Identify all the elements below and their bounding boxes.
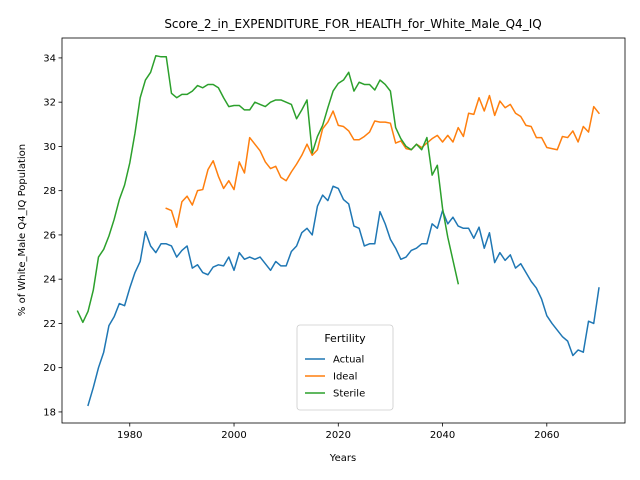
x-tick-label-2000: 2000 — [221, 430, 246, 441]
legend-label-sterile: Sterile — [333, 389, 365, 400]
series-line-ideal — [165, 94, 600, 228]
x-axis-label: Years — [329, 453, 356, 464]
x-tick-label-2020: 2020 — [326, 430, 351, 441]
y-tick-label-34: 34 — [43, 53, 56, 64]
y-tick-label-24: 24 — [43, 275, 56, 286]
plot-frame — [61, 37, 626, 424]
y-tick-label-28: 28 — [43, 186, 56, 197]
x-axis-ticks: 1980 2000 2020 2040 2060 — [117, 423, 560, 441]
legend-label-ideal: Ideal — [333, 372, 357, 383]
y-tick-label-30: 30 — [43, 142, 56, 153]
y-tick-label-20: 20 — [43, 363, 56, 374]
plot-area: 1980 2000 2020 2040 2060 18 20 22 24 26 28 30 32 34 — [43, 37, 626, 441]
y-tick-label-18: 18 — [43, 407, 56, 418]
legend-box — [296, 324, 394, 411]
series-layer — [76, 54, 600, 407]
y-tick-label-26: 26 — [43, 230, 56, 241]
chart-title: Score_2_in_EXPENDITURE_FOR_HEALTH_for_Wh… — [164, 17, 541, 31]
legend-label-actual: Actual — [333, 355, 364, 366]
y-axis-label: % of White_Male Q4_IQ Population — [17, 144, 28, 316]
x-tick-label-2060: 2060 — [534, 430, 559, 441]
legend: Fertility Actual Ideal Sterile — [296, 324, 394, 411]
y-axis-ticks: 18 20 22 24 26 28 30 32 34 — [43, 53, 62, 418]
x-tick-label-2040: 2040 — [430, 430, 455, 441]
x-tick-label-1980: 1980 — [117, 430, 142, 441]
y-tick-label-22: 22 — [43, 319, 56, 330]
series-line-sterile — [76, 54, 460, 324]
y-tick-label-32: 32 — [43, 98, 56, 109]
legend-title: Fertility — [324, 332, 366, 345]
series-line-actual — [87, 185, 600, 407]
legend-items: Actual Ideal Sterile — [305, 355, 365, 400]
